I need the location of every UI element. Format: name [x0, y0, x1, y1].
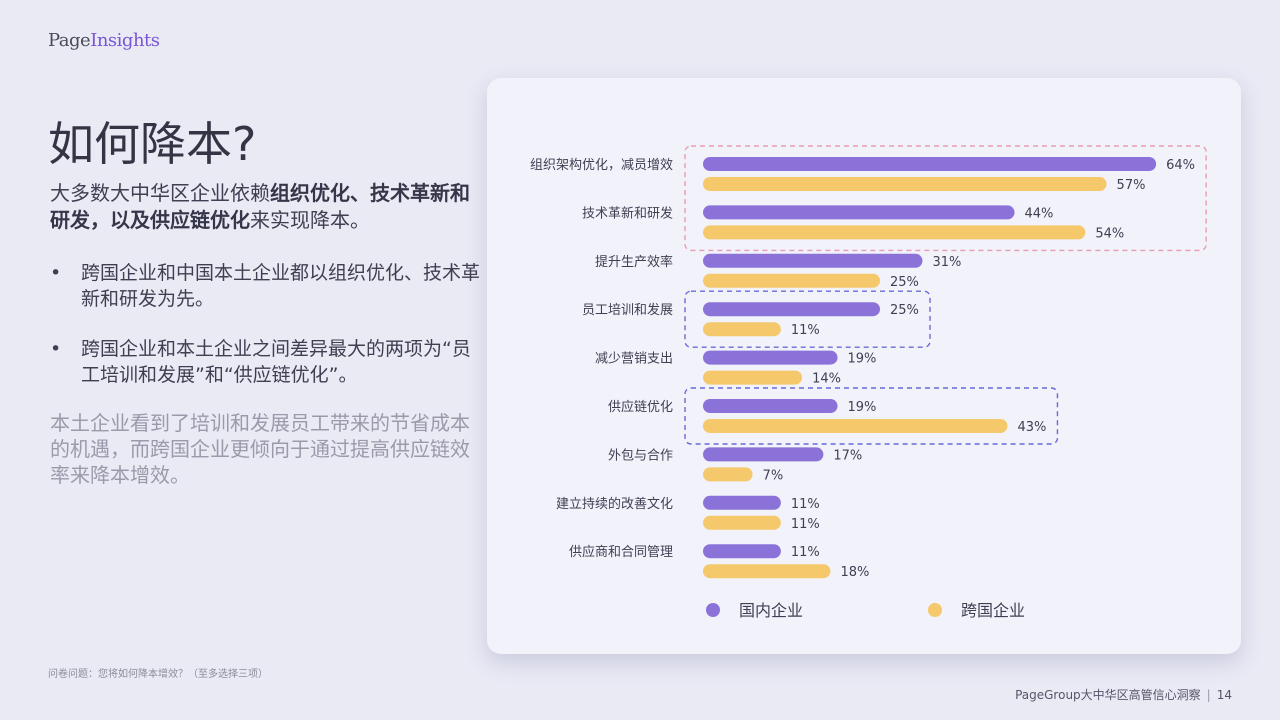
value-label: 19%	[848, 352, 877, 367]
bar-domestic	[703, 350, 838, 365]
category-label: 减少营销支出	[595, 352, 673, 367]
page-insights-logo: PageInsights	[48, 30, 160, 51]
value-label: 54%	[1095, 226, 1124, 241]
bar-multinational	[703, 419, 1008, 433]
category-label: 组织架构优化，减员增效	[530, 158, 673, 173]
value-label: 31%	[932, 255, 961, 270]
bar-domestic	[703, 399, 838, 413]
legend-swatch	[928, 603, 942, 617]
bar-multinational	[703, 564, 831, 579]
category-label: 技术革新和研发	[582, 205, 673, 221]
highlight-box	[684, 145, 1207, 252]
value-label: 11%	[791, 545, 820, 560]
bar-chart: 组织架构优化，减员增效 64% 57% 技术革新和研发 44% 54% 提升生产效率 31% 2…	[530, 145, 1207, 620]
bullet-dot: •	[50, 338, 62, 360]
value-label: 57%	[1117, 178, 1146, 193]
value-label: 64%	[1166, 158, 1195, 173]
bar-multinational	[703, 467, 753, 482]
value-label: 19%	[848, 400, 877, 415]
category-label: 提升生产效率	[595, 254, 673, 270]
bar-domestic	[703, 302, 880, 317]
bar-domestic	[703, 495, 781, 510]
highlight-box	[684, 290, 931, 348]
value-label: 18%	[840, 565, 869, 580]
category-label: 外包与合作	[608, 448, 673, 463]
page-title: 如何降本?	[48, 117, 257, 171]
page-footer: PageGroup大中华区高管信心洞察 | 14	[1015, 688, 1232, 702]
bar-domestic	[703, 157, 1157, 171]
page-number: 14	[1216, 688, 1232, 702]
value-label: 25%	[890, 303, 919, 318]
lead-emphasis: 组织优化、技术革新和研发，以及供应链优化	[50, 181, 470, 232]
footer-separator: |	[1206, 688, 1211, 702]
lead-paragraph: 大多数大中华区企业依赖组织优化、技术革新和研发，以及供应链优化来实现降本。	[50, 181, 470, 232]
value-label: 11%	[791, 323, 820, 338]
chart-card: 组织架构优化，减员增效 64% 57% 技术革新和研发 44% 54% 提升生产效率 31% 2…	[487, 78, 1241, 654]
value-label: 11%	[791, 497, 820, 512]
value-label: 11%	[791, 517, 820, 532]
bar-multinational	[703, 177, 1107, 191]
bullet-item: • 跨国企业和中国本土企业都以组织优化、技术革新和研发为先。	[50, 262, 481, 310]
category-label: 供应商和合同管理	[569, 544, 673, 560]
value-label: 25%	[890, 275, 919, 290]
category-label: 供应链优化	[608, 399, 673, 415]
survey-footnote: 问卷问题：您将如何降本增效？（至多选择三项）	[48, 669, 268, 680]
value-label: 7%	[763, 468, 784, 483]
category-label: 员工培训和发展	[582, 302, 673, 318]
bar-multinational	[703, 322, 781, 337]
value-label: 17%	[833, 448, 862, 463]
legend-label: 跨国企业	[961, 601, 1025, 620]
category-label: 建立持续的改善文化	[556, 496, 673, 512]
bar-domestic	[703, 205, 1015, 220]
legend-swatch	[706, 603, 720, 617]
bar-multinational	[703, 370, 803, 385]
bar-multinational	[703, 273, 880, 288]
bullet-list: • 跨国企业和中国本土企业都以组织优化、技术革新和研发为先。 • 跨国企业和本土企业…	[50, 260, 480, 412]
bullet-item: • 跨国企业和本土企业之间差异最大的两项为“员工培训和发展”和“供应链优化”。	[50, 338, 471, 386]
legend-label: 国内企业	[739, 601, 803, 620]
bar-multinational	[703, 515, 781, 530]
bullet-dot: •	[50, 262, 62, 284]
bar-multinational	[703, 225, 1086, 240]
value-label: 44%	[1025, 206, 1054, 221]
value-label: 43%	[1017, 420, 1046, 435]
value-label: 14%	[812, 372, 841, 387]
bar-domestic	[703, 447, 824, 462]
note-paragraph: 本土企业看到了培训和发展员工带来的节省成本的机遇，而跨国企业更倾向于通过提高供应…	[50, 411, 470, 487]
highlight-box	[684, 387, 1059, 445]
bar-domestic	[703, 253, 923, 268]
bar-domestic	[703, 544, 781, 559]
